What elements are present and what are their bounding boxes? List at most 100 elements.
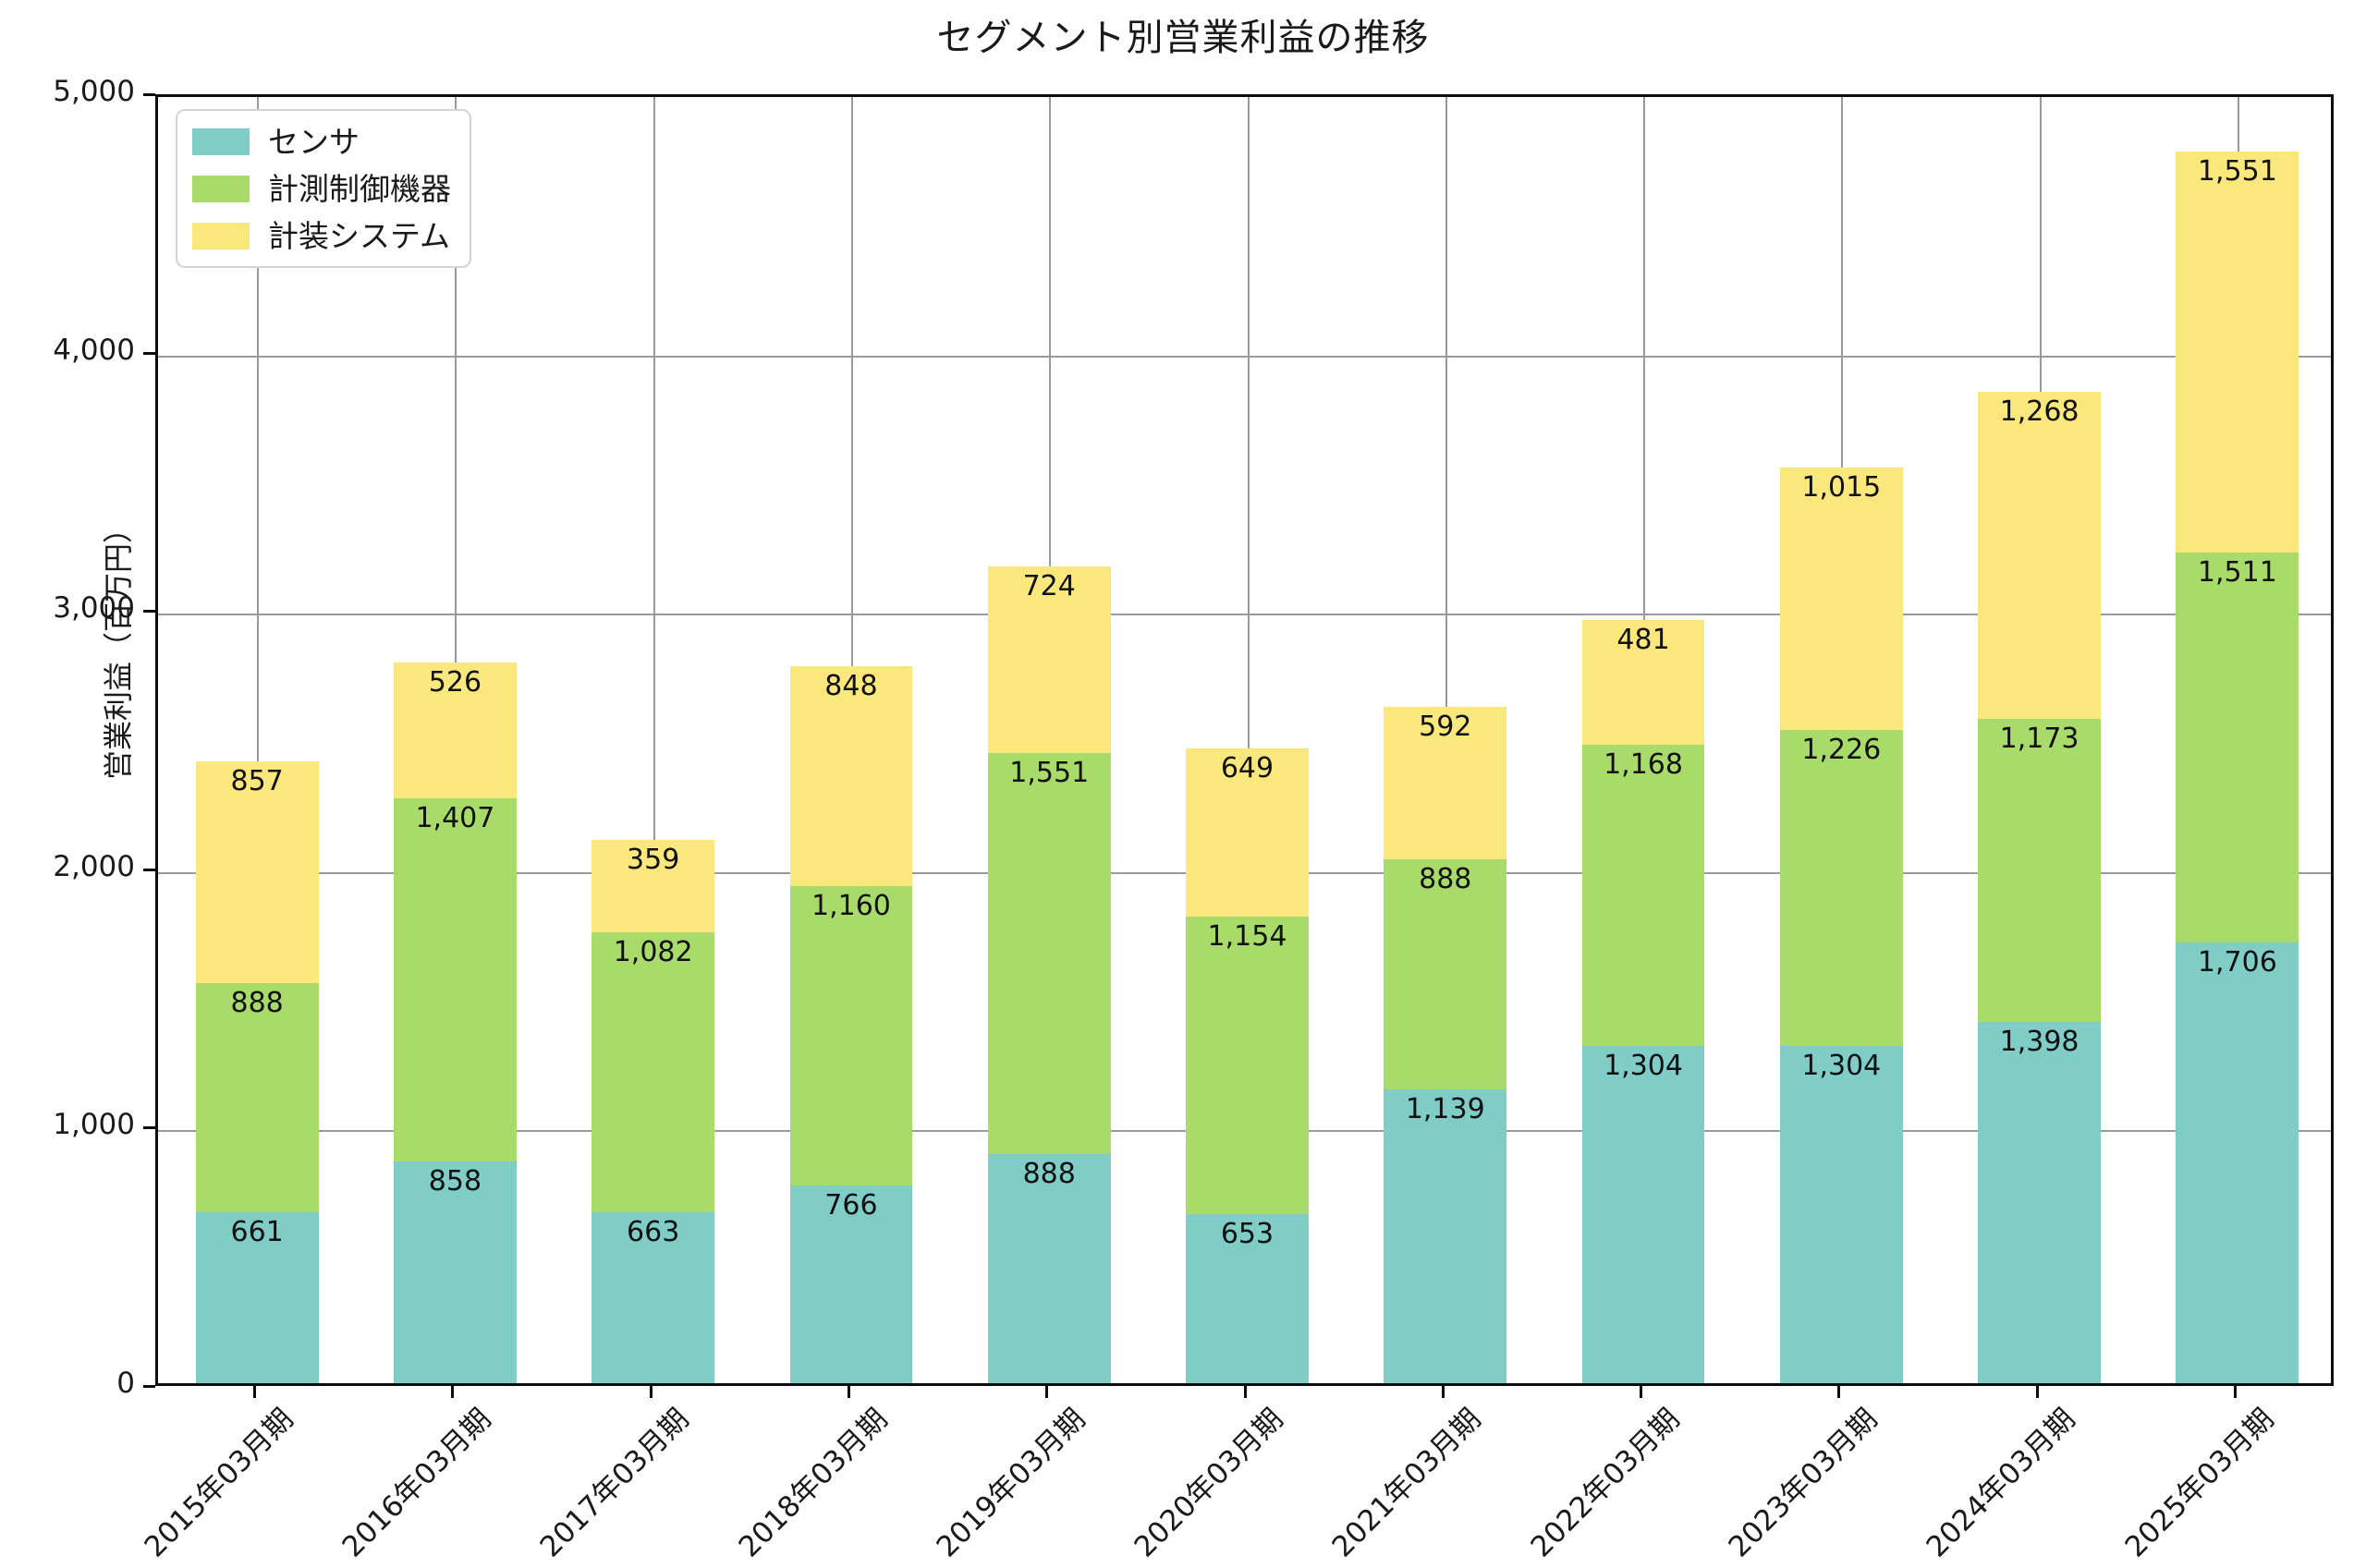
legend-item[interactable]: 計装システム: [192, 218, 451, 253]
bar-value-label: 481: [1616, 624, 1670, 657]
x-tick-mark: [847, 1386, 850, 1398]
bar-segment[interactable]: 724: [987, 565, 1111, 754]
bar-segment[interactable]: 1,082: [592, 932, 715, 1212]
chart-title: セグメント別営業利益の推移: [936, 17, 1430, 59]
x-tick-label: 2023年03月期: [1722, 1402, 1884, 1564]
bar-segment[interactable]: 481: [1581, 620, 1705, 745]
y-tick-label: 5,000: [53, 75, 135, 108]
bar-segment[interactable]: 1,304: [1581, 1046, 1705, 1383]
y-tick-label: 4,000: [53, 333, 135, 367]
bar-value-label: 661: [230, 1216, 284, 1249]
bar-segment[interactable]: 1,268: [1978, 391, 2101, 720]
bar-group[interactable]: 1,706 1,511 1,551: [2176, 151, 2299, 1383]
bar-segment[interactable]: 653: [1186, 1214, 1309, 1383]
bar-value-label: 724: [1022, 569, 1076, 602]
bar-value-label: 858: [428, 1165, 482, 1198]
bar-group[interactable]: 888 1,551 724: [987, 565, 1111, 1383]
bar-value-label: 649: [1220, 752, 1274, 785]
bar-group[interactable]: 663 1,082 359: [592, 839, 715, 1383]
x-tick-label: 2019年03月期: [930, 1402, 1092, 1564]
x-tick-label: 2016年03月期: [335, 1402, 498, 1564]
bar-group[interactable]: 1,304 1,168 481: [1581, 620, 1705, 1383]
bar-value-label: 1,304: [1801, 1050, 1882, 1083]
legend-label: 計装システム: [268, 217, 451, 254]
x-tick-label: 2015年03月期: [138, 1402, 300, 1564]
bar-segment[interactable]: 1,226: [1779, 729, 1903, 1047]
bar-group[interactable]: 1,139 888 592: [1384, 706, 1507, 1383]
bar-segment[interactable]: 888: [1384, 859, 1507, 1089]
bar-group[interactable]: 766 1,160 848: [789, 666, 913, 1383]
y-axis-label: 営業利益（百万円）: [101, 513, 137, 781]
x-tick-mark: [649, 1386, 652, 1398]
bar-value-label: 359: [627, 843, 680, 876]
legend-item[interactable]: センサ: [192, 124, 451, 159]
x-tick-mark: [1837, 1386, 1841, 1398]
bar-segment[interactable]: 649: [1186, 748, 1309, 917]
bar-segment[interactable]: 1,173: [1978, 719, 2101, 1023]
bar-value-label: 888: [1419, 863, 1472, 896]
y-tick-mark: [143, 1385, 155, 1388]
bar-value-label: 592: [1419, 710, 1472, 743]
y-tick-mark: [143, 1126, 155, 1130]
x-tick-mark: [1640, 1386, 1643, 1398]
bar-value-label: 663: [627, 1215, 680, 1248]
y-tick-mark: [143, 93, 155, 96]
x-tick-label: 2020年03月期: [1128, 1402, 1290, 1564]
bar-segment[interactable]: 1,407: [393, 797, 517, 1162]
x-tick-mark: [1045, 1386, 1049, 1398]
bar-segment[interactable]: 1,511: [2176, 552, 2299, 943]
bar-segment[interactable]: 1,160: [789, 885, 913, 1185]
bar-value-label: 1,407: [415, 801, 495, 834]
legend-item[interactable]: 計測制御機器: [192, 171, 451, 206]
bar-value-label: 1,268: [1999, 395, 2079, 428]
bar-segment[interactable]: 359: [592, 839, 715, 933]
bar-segment[interactable]: 1,015: [1779, 467, 1903, 730]
bar-segment[interactable]: 1,551: [987, 753, 1111, 1154]
bar-segment[interactable]: 858: [393, 1161, 517, 1383]
y-tick-mark: [143, 351, 155, 355]
bar-segment[interactable]: 663: [592, 1211, 715, 1383]
x-tick-mark: [2035, 1386, 2039, 1398]
bar-segment[interactable]: 766: [789, 1185, 913, 1383]
bar-value-label: 1,154: [1207, 919, 1287, 953]
bar-group[interactable]: 653 1,154 649: [1186, 748, 1309, 1383]
plot-area: 661 888 857 858 1,407 526 663 1,082 359 766 1,160 8…: [155, 94, 2334, 1386]
bar-segment[interactable]: 1,139: [1384, 1088, 1507, 1383]
bar-segment[interactable]: 526: [393, 662, 517, 798]
bar-segment[interactable]: 1,304: [1779, 1046, 1903, 1383]
bar-group[interactable]: 1,398 1,173 1,268: [1978, 391, 2101, 1383]
gridline-horizontal: [158, 355, 2331, 358]
bar-segment[interactable]: 661: [195, 1212, 319, 1383]
y-tick-label: 2,000: [53, 849, 135, 883]
bar-segment[interactable]: 1,551: [2176, 151, 2299, 553]
gridline-vertical: [257, 97, 260, 1383]
bar-segment[interactable]: 592: [1384, 706, 1507, 860]
bar-segment[interactable]: 857: [195, 761, 319, 983]
legend-label: センサ: [268, 123, 360, 160]
bar-value-label: 526: [428, 665, 482, 699]
bar-segment[interactable]: 1,154: [1186, 916, 1309, 1215]
x-tick-label: 2017年03月期: [533, 1402, 696, 1564]
bar-group[interactable]: 661 888 857: [195, 761, 319, 1383]
bar-value-label: 1,139: [1405, 1092, 1485, 1125]
bar-value-label: 1,304: [1604, 1050, 1683, 1083]
legend-swatch-icon: [192, 128, 250, 155]
bar-segment[interactable]: 1,706: [2176, 942, 2299, 1383]
bar-segment[interactable]: 888: [195, 982, 319, 1213]
bar-value-label: 857: [230, 765, 284, 798]
y-tick-label: 0: [116, 1367, 135, 1400]
bar-value-label: 1,551: [1009, 757, 1090, 790]
bar-segment[interactable]: 848: [789, 666, 913, 886]
legend-swatch-icon: [192, 222, 250, 249]
bar-segment[interactable]: 1,168: [1581, 744, 1705, 1047]
x-tick-label: 2021年03月期: [1325, 1402, 1488, 1564]
bar-group[interactable]: 1,304 1,226 1,015: [1779, 467, 1903, 1383]
bar-value-label: 1,160: [811, 889, 891, 922]
bar-value-label: 1,226: [1801, 733, 1882, 766]
bar-segment[interactable]: 1,398: [1978, 1022, 2101, 1383]
bar-group[interactable]: 858 1,407 526: [393, 662, 517, 1383]
bar-segment[interactable]: 888: [987, 1153, 1111, 1383]
bar-value-label: 1,015: [1801, 470, 1882, 504]
y-tick-label: 3,000: [53, 591, 135, 626]
bar-value-label: 1,168: [1604, 748, 1683, 781]
